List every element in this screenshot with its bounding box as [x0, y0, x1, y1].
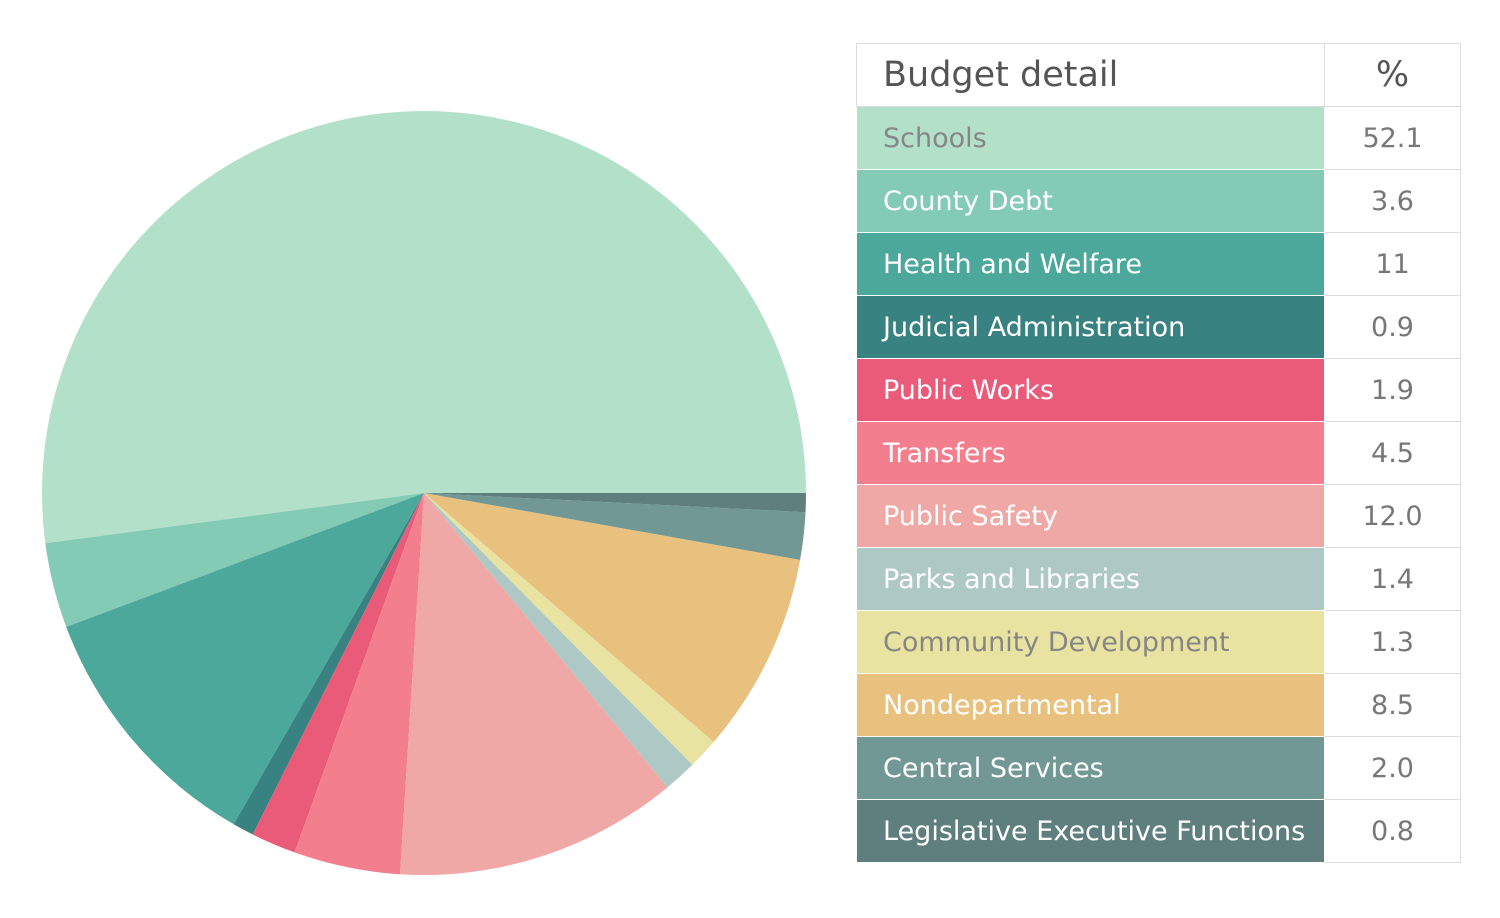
- category-label-judicial-administration: Judicial Administration: [856, 295, 1325, 359]
- category-value-central-services: 2.0: [1324, 736, 1461, 800]
- table-header-row: Budget detail %: [856, 43, 1461, 107]
- pie-slice-public-safety: [400, 493, 668, 876]
- category-value-nondepartmental: 8.5: [1324, 673, 1461, 737]
- table-row: Health and Welfare 11: [856, 232, 1461, 296]
- category-value-parks-and-libraries: 1.4: [1324, 547, 1461, 611]
- category-label-county-debt: County Debt: [856, 169, 1325, 233]
- table-row: Legislative Executive Functions 0.8: [856, 799, 1461, 863]
- pie-slice-public-works: [252, 493, 424, 853]
- pie-chart: [42, 111, 807, 876]
- table-row: Judicial Administration 0.9: [856, 295, 1461, 359]
- pie-slice-schools: [42, 111, 807, 544]
- pie-slice-parks-and-libraries: [424, 493, 693, 788]
- category-value-schools: 52.1: [1324, 106, 1461, 170]
- pie-slice-nondepartmental: [424, 493, 801, 742]
- category-label-public-works: Public Works: [856, 358, 1325, 422]
- table-row: County Debt 3.6: [856, 169, 1461, 233]
- category-value-transfers: 4.5: [1324, 421, 1461, 485]
- pie-slice-community-development: [424, 493, 714, 765]
- category-label-health-and-welfare: Health and Welfare: [856, 232, 1325, 296]
- category-label-nondepartmental: Nondepartmental: [856, 673, 1325, 737]
- table-row: Parks and Libraries 1.4: [856, 547, 1461, 611]
- table-row: Transfers 4.5: [856, 421, 1461, 485]
- category-label-public-safety: Public Safety: [856, 484, 1325, 548]
- category-value-health-and-welfare: 11: [1324, 232, 1461, 296]
- category-value-judicial-administration: 0.9: [1324, 295, 1461, 359]
- category-value-community-development: 1.3: [1324, 610, 1461, 674]
- budget-table: Budget detail % Schools 52.1 County Debt 3.…: [856, 43, 1461, 863]
- table-row: Community Development 1.3: [856, 610, 1461, 674]
- category-value-legislative-executive-functions: 0.8: [1324, 799, 1461, 863]
- category-label-community-development: Community Development: [856, 610, 1325, 674]
- table-header-label: Budget detail: [856, 43, 1325, 107]
- category-value-public-works: 1.9: [1324, 358, 1461, 422]
- category-label-parks-and-libraries: Parks and Libraries: [856, 547, 1325, 611]
- table-row: Schools 52.1: [856, 106, 1461, 170]
- category-label-transfers: Transfers: [856, 421, 1325, 485]
- table-row: Central Services 2.0: [856, 736, 1461, 800]
- table-row: Public Works 1.9: [856, 358, 1461, 422]
- pie-slice-health-and-welfare: [66, 493, 425, 825]
- category-value-public-safety: 12.0: [1324, 484, 1461, 548]
- pie-slice-transfers: [294, 493, 424, 875]
- pie-slice-central-services: [424, 493, 806, 560]
- table-row: Public Safety 12.0: [856, 484, 1461, 548]
- category-label-legislative-executive-functions: Legislative Executive Functions: [856, 799, 1325, 863]
- pie-slice-county-debt: [45, 493, 424, 627]
- table-header-percent: %: [1324, 43, 1461, 107]
- category-label-central-services: Central Services: [856, 736, 1325, 800]
- category-value-county-debt: 3.6: [1324, 169, 1461, 233]
- pie-slice-legislative-executive-functions: [424, 493, 806, 513]
- category-label-schools: Schools: [856, 106, 1325, 170]
- table-row: Nondepartmental 8.5: [856, 673, 1461, 737]
- pie-slice-judicial-administration: [233, 493, 424, 835]
